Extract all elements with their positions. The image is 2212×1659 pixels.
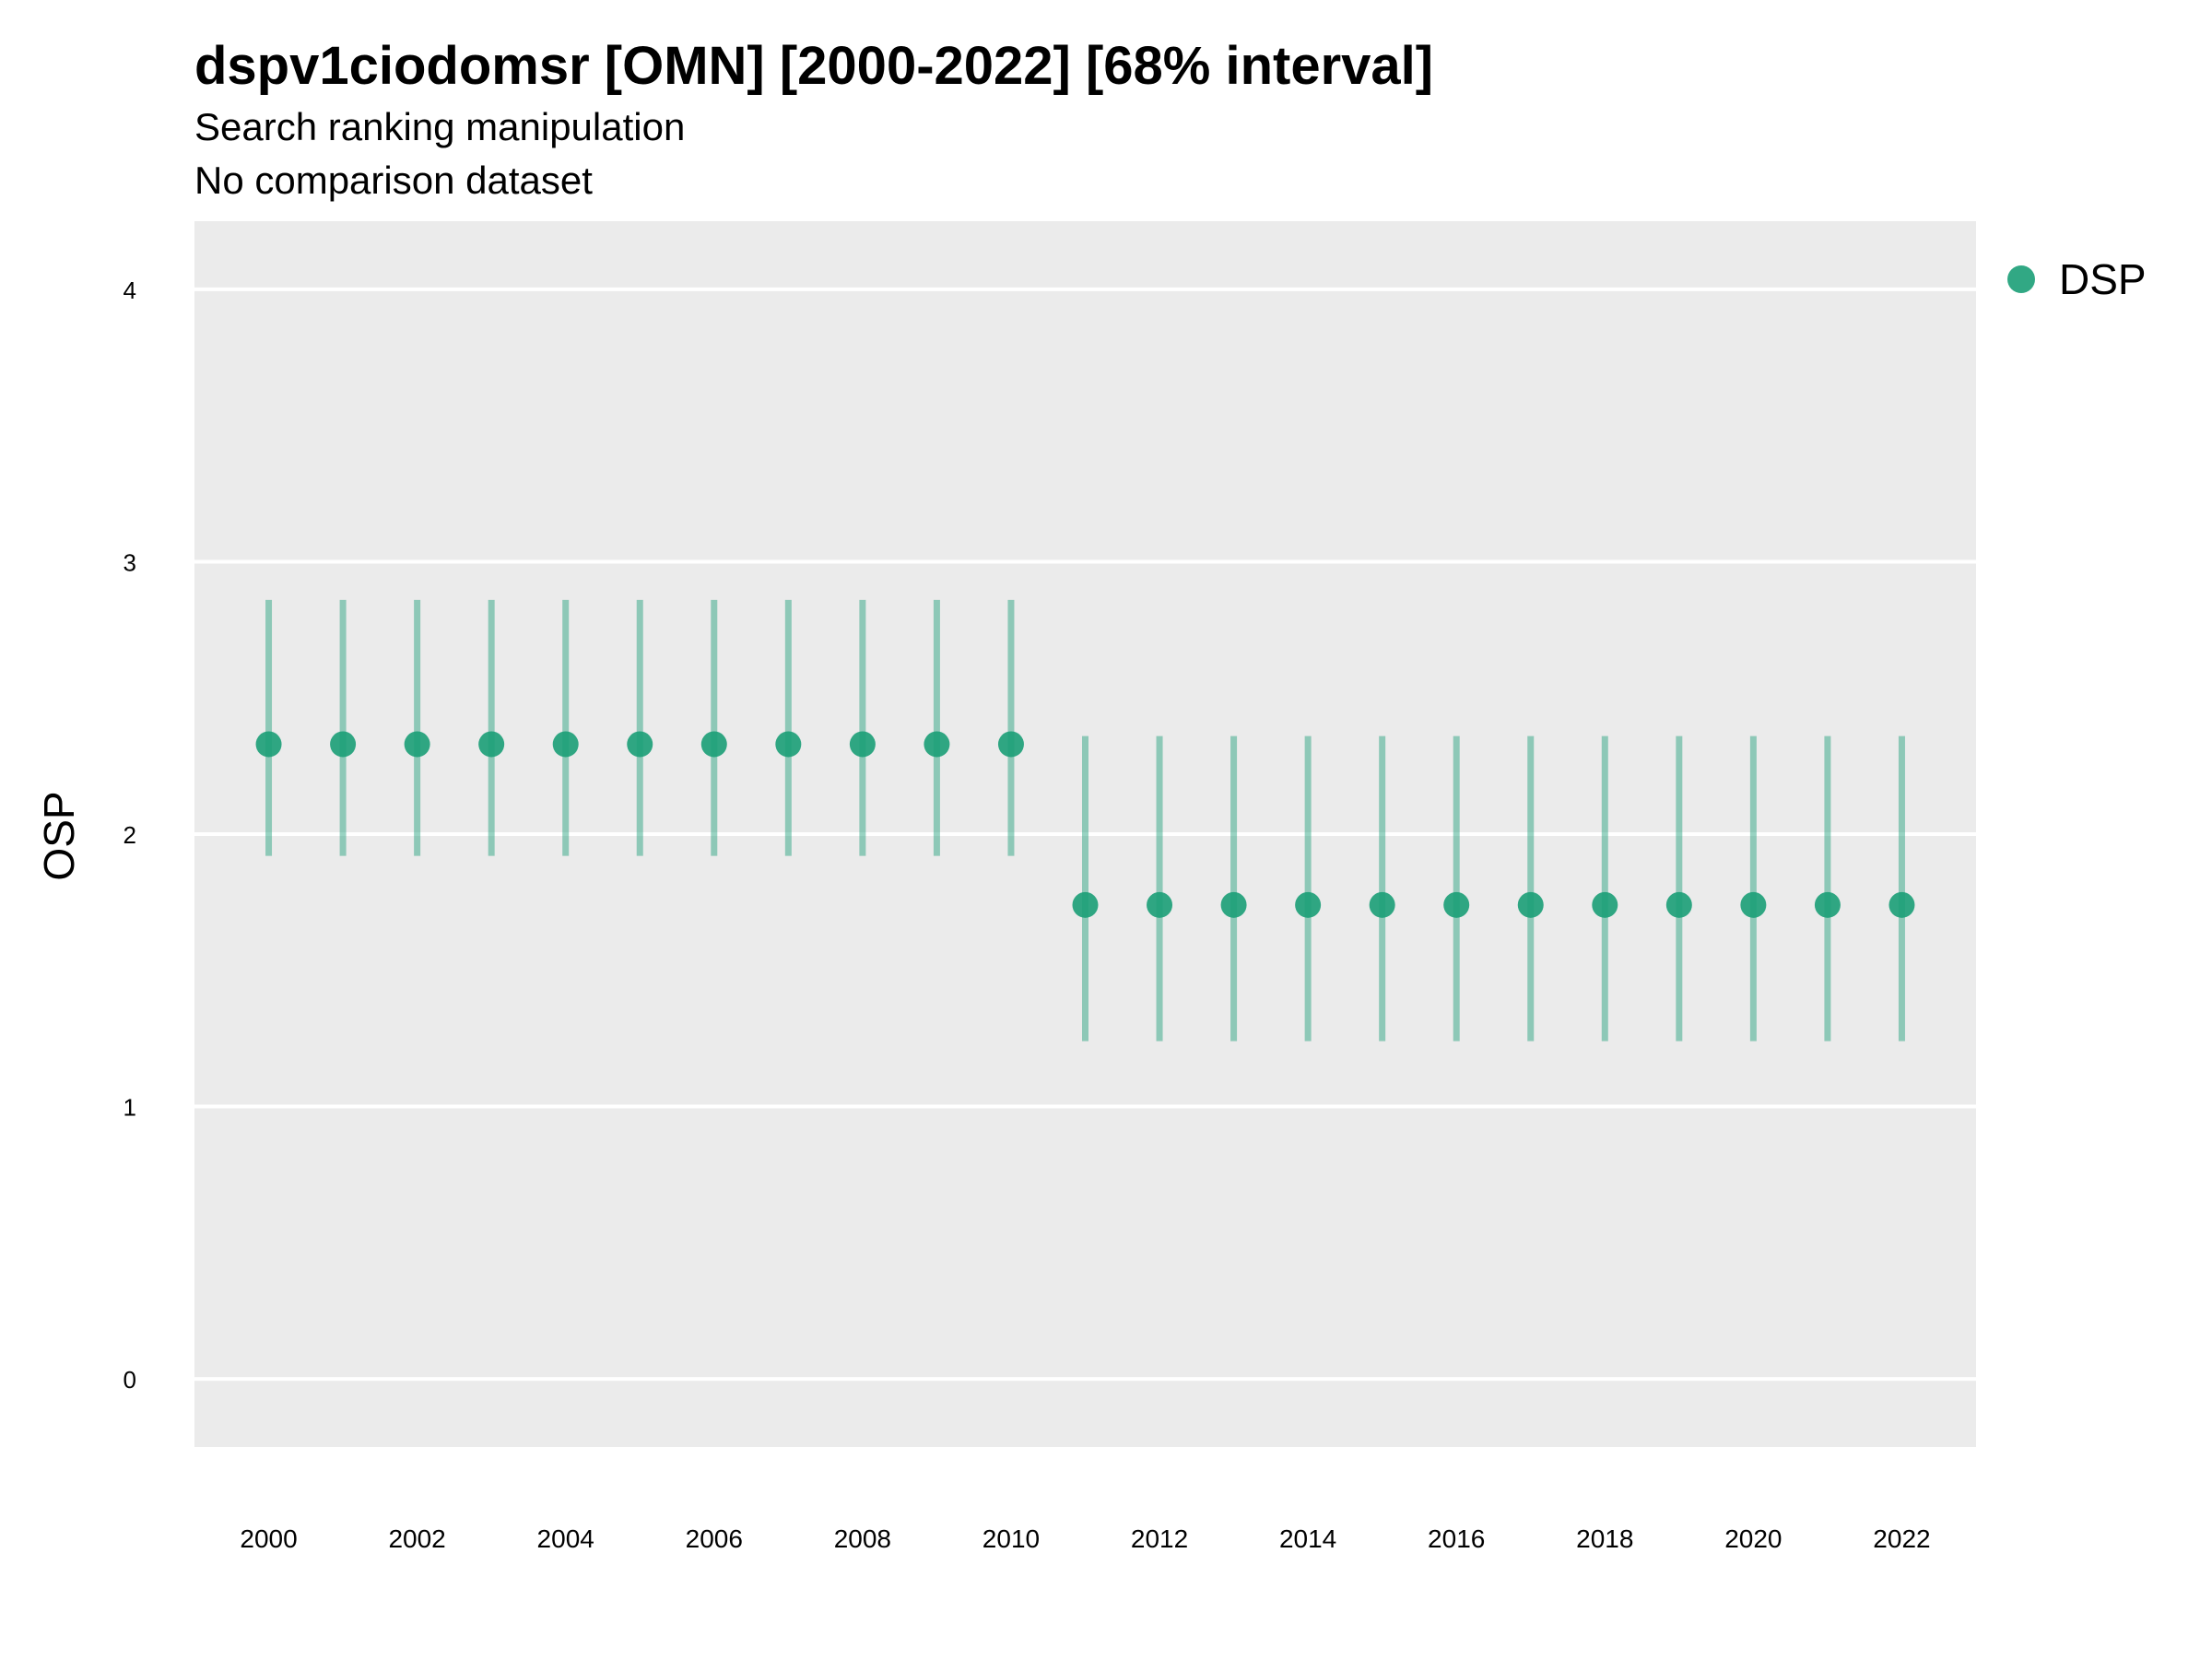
gridlines xyxy=(194,287,1976,1382)
data-point xyxy=(1147,891,1173,918)
y-axis-label: OSP xyxy=(35,791,83,880)
x-tick-label: 2004 xyxy=(537,1524,594,1553)
data-point xyxy=(849,731,876,758)
x-tick-label: 2012 xyxy=(1131,1524,1188,1553)
data-point xyxy=(1369,891,1395,918)
legend-label-dsp: DSP xyxy=(2059,255,2147,303)
x-tick-label: 2022 xyxy=(1873,1524,1930,1553)
y-tick-label: 0 xyxy=(124,1366,136,1394)
y-axis-ticks: 0 1 2 3 4 xyxy=(124,276,136,1394)
y-tick-label: 3 xyxy=(124,548,136,576)
data-point xyxy=(1592,891,1618,918)
data-point xyxy=(775,731,802,758)
x-tick-label: 2016 xyxy=(1428,1524,1485,1553)
data-point xyxy=(1888,891,1915,918)
x-tick-label: 2002 xyxy=(388,1524,445,1553)
data-points xyxy=(255,731,1915,918)
data-point xyxy=(330,731,357,758)
chart-subtitle-line-1: Search ranking manipulation xyxy=(194,105,686,148)
y-tick-label: 2 xyxy=(124,821,136,849)
error-bars xyxy=(265,599,1905,1041)
data-point xyxy=(255,731,282,758)
data-point xyxy=(404,731,430,758)
data-point xyxy=(1220,891,1247,918)
x-tick-label: 2018 xyxy=(1576,1524,1633,1553)
legend-key-dsp xyxy=(2007,265,2035,293)
legend: DSP xyxy=(2007,254,2147,304)
data-point xyxy=(1740,891,1767,918)
data-point xyxy=(924,731,950,758)
chart-title: dspv1ciodomsr [OMN] [2000-2022] [68% int… xyxy=(194,36,1434,96)
data-point xyxy=(1814,891,1841,918)
data-point xyxy=(478,731,505,758)
data-point xyxy=(1517,891,1544,918)
chart-subtitle-line-2: No comparison dataset xyxy=(194,159,593,202)
x-tick-label: 2014 xyxy=(1279,1524,1336,1553)
x-tick-label: 2010 xyxy=(982,1524,1040,1553)
x-tick-label: 2000 xyxy=(240,1524,297,1553)
x-tick-label: 2020 xyxy=(1724,1524,1782,1553)
x-axis-ticks: 2000 2002 2004 2006 2008 2010 2012 2014 2016 2018… xyxy=(240,1524,1930,1553)
data-point xyxy=(1665,891,1692,918)
data-point xyxy=(1072,891,1099,918)
x-tick-label: 2008 xyxy=(834,1524,891,1553)
data-point xyxy=(997,731,1024,758)
y-tick-label: 1 xyxy=(124,1094,136,1122)
data-point xyxy=(552,731,579,758)
x-tick-label: 2006 xyxy=(686,1524,743,1553)
y-tick-label: 4 xyxy=(124,276,136,304)
data-point xyxy=(627,731,653,758)
data-point xyxy=(1295,891,1322,918)
data-point xyxy=(700,731,727,758)
data-point xyxy=(1443,891,1470,918)
